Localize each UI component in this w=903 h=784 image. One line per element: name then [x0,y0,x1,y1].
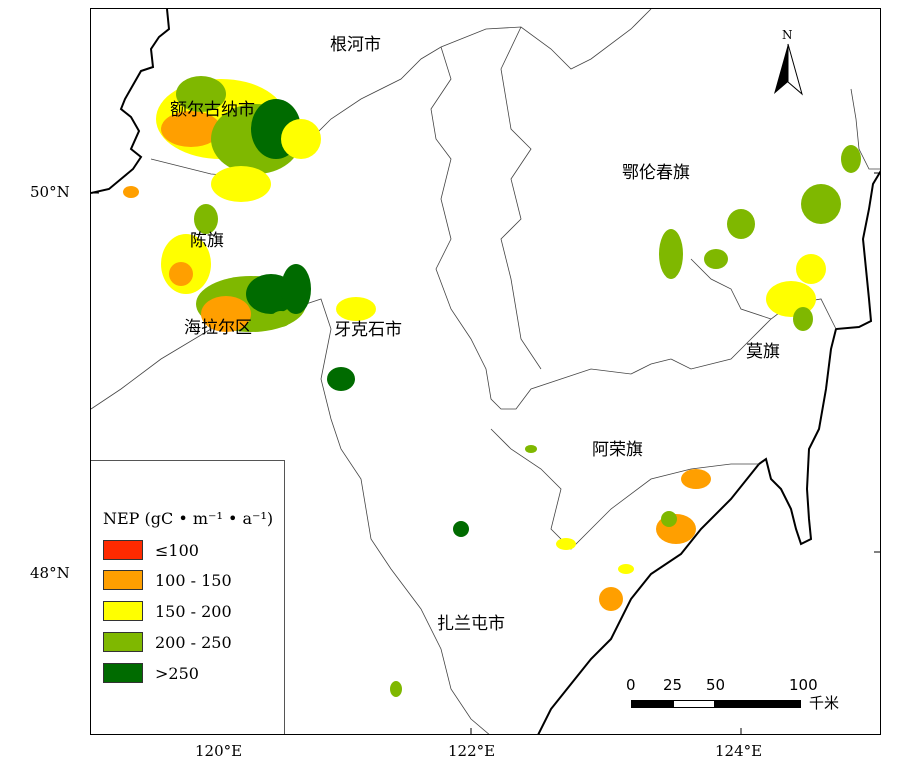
legend-swatch [103,663,143,683]
north-arrow-icon [774,43,803,96]
nep-patch [727,209,755,239]
legend-swatch [103,601,143,621]
scale-segment-black [631,700,673,708]
legend-label: 200 - 250 [155,632,232,652]
legend-label: ≤100 [155,540,199,560]
legend-item: ≤100 [103,539,199,561]
place-label-genhe: 根河市 [330,35,381,55]
nep-patch [281,264,311,314]
nep-patch [681,469,711,489]
nep-patches [123,76,861,697]
scale-unit: 千米 [809,694,840,712]
nep-patch [793,307,813,331]
nep-patch [161,111,221,147]
legend-item: >250 [103,662,199,684]
legend-label: 150 - 200 [155,601,232,621]
place-label-arun: 阿荣旗 [592,440,643,460]
place-label-molidawa: 莫旗 [746,342,780,362]
place-label-chenbarhu: 陈旗 [190,231,224,251]
legend-item: 100 - 150 [103,569,232,591]
nep-patch [281,119,321,159]
legend: NEP (gC • m⁻¹ • a⁻¹) ≤100 100 - 150 150 … [91,460,285,734]
nep-patch [201,296,251,332]
scale-tick-label: 0 [626,676,636,694]
nep-patch [599,587,623,611]
place-label-ergun: 额尔古纳市 [170,100,255,120]
nep-patch [194,204,218,234]
county-boundary [500,26,542,370]
county-boundary [91,298,490,734]
nep-patch [801,184,841,224]
legend-label: 100 - 150 [155,570,232,590]
nep-patch [176,76,226,112]
place-label-oroqen: 鄂伦春旗 [622,163,690,183]
map-canvas [91,9,880,734]
nep-patch [796,254,826,284]
lat-label-48: 48°N [30,564,70,582]
nep-patch [618,564,634,574]
nep-patch [336,297,376,321]
legend-swatch [103,570,143,590]
county-boundary [430,46,672,410]
scale-segment-white [673,700,715,708]
nep-patch [169,262,193,286]
legend-label: >250 [155,663,199,683]
legend-title: NEP (gC • m⁻¹ • a⁻¹) [103,509,274,528]
nep-patch [390,681,402,697]
legend-swatch [103,540,143,560]
scale-tick-label: 100 [789,676,818,694]
legend-swatch [103,632,143,652]
provincial-boundary-east [537,170,880,734]
legend-item: 200 - 250 [103,631,232,653]
nep-patch [525,445,537,453]
county-boundary [690,258,772,320]
lon-label-124: 124°E [715,742,763,760]
scale-tick-label: 50 [706,676,726,694]
nep-patch [661,511,677,527]
scale-bar: 0 25 50 100 千米 [626,676,861,716]
north-label: N [782,28,793,42]
lon-label-122: 122°E [448,742,496,760]
nep-patch [327,367,355,391]
legend-item: 150 - 200 [103,600,232,622]
lat-label-50: 50°N [30,183,70,201]
nep-patch [211,166,271,202]
county-boundary [490,428,759,550]
nep-patch [123,186,139,198]
nep-patch [659,229,683,279]
nep-patch [841,145,861,173]
lon-label-120: 120°E [195,742,243,760]
national-boundary [91,9,171,194]
place-label-zhalantun: 扎兰屯市 [437,614,505,634]
nep-patch [704,249,728,269]
county-boundary [670,298,837,370]
nep-patch [271,311,291,327]
scale-segment-black [715,700,801,708]
county-boundary [850,88,880,170]
place-label-hailar: 海拉尔区 [184,318,252,338]
place-label-yakeshi: 牙克石市 [334,320,402,340]
nep-patch [556,538,576,550]
nep-patch [453,521,469,537]
scale-tick-label: 25 [663,676,683,694]
